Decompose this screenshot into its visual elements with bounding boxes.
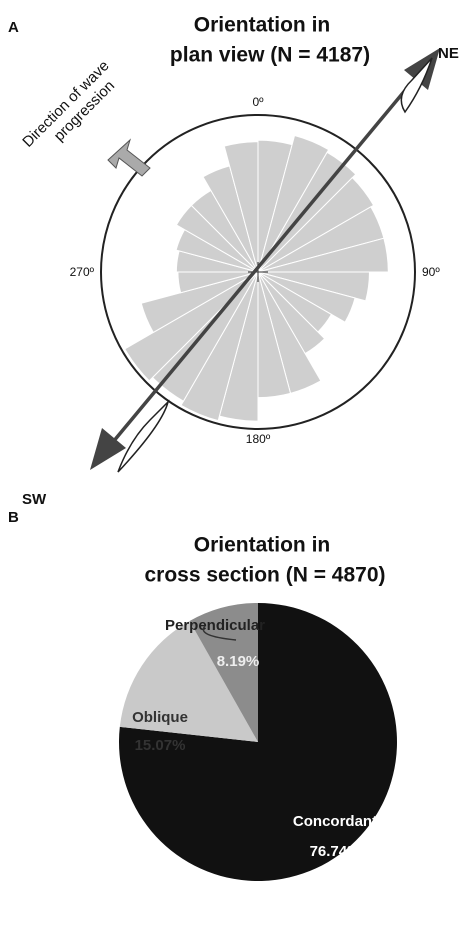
arrow-head: [90, 428, 126, 470]
slice-label: Perpendicular: [165, 617, 265, 634]
rose-sector: [140, 271, 259, 334]
axis-line: [106, 68, 424, 450]
rose-sectors: [124, 134, 389, 422]
shell-icon: [400, 57, 433, 114]
panel-label: B: [8, 509, 19, 526]
direction-label: NE: [438, 45, 459, 62]
angle-label: 180º: [246, 432, 271, 446]
shell-icon: [117, 399, 170, 473]
pie-slice: [189, 603, 258, 742]
direction-label: SW: [22, 491, 47, 508]
angle-label: 270º: [70, 265, 95, 279]
rose-sector: [257, 237, 389, 273]
rose-sector: [124, 271, 259, 382]
angle-label: 0º: [252, 95, 264, 109]
chart-title: Orientation in: [194, 534, 331, 557]
panel-label: A: [8, 19, 19, 36]
pie-slice: [119, 621, 259, 742]
value-label: 8.19%: [217, 653, 260, 670]
chart-title: Orientation in: [194, 14, 331, 37]
rose-sector: [257, 176, 375, 273]
rose-sector: [180, 271, 259, 422]
angle-label: 90º: [422, 265, 440, 279]
pie: Concordant 76.74% Oblique 15.07% Perpendicul…: [118, 603, 397, 882]
slice-label: Oblique: [132, 709, 188, 726]
value-label: 15.07%: [135, 737, 186, 754]
rose-sector: [257, 151, 357, 273]
wave-annotation: Direction of wave progression: [19, 57, 118, 150]
leader-line: [202, 625, 237, 641]
slice-label: Concordant: [293, 813, 377, 830]
chart-title: plan view (N = 4187): [170, 44, 370, 67]
rose-frame: [100, 114, 416, 430]
value-label: 76.74%: [310, 843, 361, 860]
chart-title: cross section (N = 4870): [144, 564, 385, 587]
rose-sector: [257, 134, 330, 273]
rose-sector: [257, 271, 356, 323]
wave-arrow: [107, 138, 151, 177]
rose-sector: [223, 141, 259, 273]
